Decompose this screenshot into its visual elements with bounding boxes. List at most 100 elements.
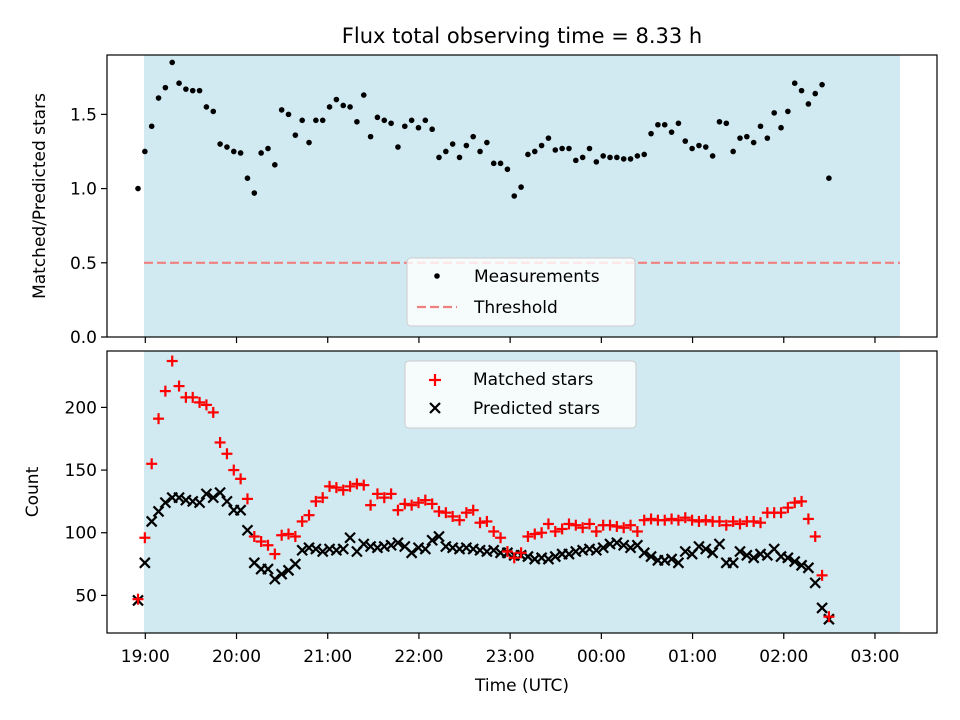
xtick-label: 01:00 bbox=[668, 647, 717, 667]
legend-matched-label: Matched stars bbox=[473, 370, 593, 390]
xtick-label: 21:00 bbox=[303, 647, 352, 667]
matched-point bbox=[775, 507, 787, 519]
measurement-point bbox=[347, 104, 353, 110]
matched-point bbox=[228, 464, 240, 476]
matched-point bbox=[570, 519, 582, 531]
matched-point bbox=[536, 527, 548, 539]
matched-point bbox=[495, 532, 507, 544]
measurement-point bbox=[415, 124, 422, 131]
measurement-point bbox=[306, 139, 312, 146]
measurement-point bbox=[463, 142, 470, 149]
matched-point bbox=[481, 515, 493, 527]
measurement-point bbox=[552, 147, 559, 153]
measurement-point bbox=[566, 145, 572, 152]
measurement-point bbox=[436, 154, 442, 161]
measurement-point bbox=[826, 175, 832, 181]
measurement-point bbox=[408, 117, 415, 124]
matched-point bbox=[700, 514, 712, 526]
bottom-y-axis-label: Count bbox=[23, 466, 43, 517]
predicted-point bbox=[802, 562, 815, 574]
xtick-label: 03:00 bbox=[850, 647, 899, 667]
matched-point bbox=[358, 479, 370, 491]
matched-point bbox=[385, 488, 397, 500]
measurement-point bbox=[388, 120, 394, 127]
matched-point bbox=[399, 498, 411, 510]
x-axis-label: Time (UTC) bbox=[474, 676, 569, 696]
matched-point bbox=[563, 518, 575, 530]
matched-point bbox=[611, 520, 623, 532]
xtick-label: 23:00 bbox=[486, 647, 535, 667]
predicted-point bbox=[693, 540, 705, 553]
measurement-point bbox=[593, 159, 600, 165]
matched-point bbox=[522, 530, 534, 542]
matched-point bbox=[467, 504, 479, 516]
measurement-point bbox=[689, 145, 695, 152]
matched-point bbox=[515, 547, 527, 559]
matched-point bbox=[618, 522, 630, 534]
bottom-legend-box bbox=[404, 360, 637, 429]
matched-point bbox=[365, 499, 377, 511]
matched-point bbox=[139, 532, 151, 544]
measurement-point bbox=[716, 118, 723, 125]
matched-point bbox=[625, 519, 637, 531]
measurement-point bbox=[395, 144, 401, 150]
top-axes-frame bbox=[106, 54, 938, 338]
matched-point bbox=[166, 355, 178, 367]
matched-point bbox=[796, 495, 808, 507]
predicted-point bbox=[795, 559, 808, 572]
legend-predicted-label: Predicted stars bbox=[473, 399, 600, 419]
matched-point bbox=[255, 536, 267, 548]
predicted-point bbox=[275, 568, 288, 580]
measurement-point bbox=[484, 139, 490, 146]
measurement-point bbox=[203, 104, 210, 110]
bottom-axes-frame bbox=[106, 350, 938, 634]
measurement-point bbox=[531, 148, 538, 155]
matched-point bbox=[173, 380, 185, 392]
predicted-point bbox=[152, 505, 165, 518]
measurement-point bbox=[319, 117, 326, 124]
measurement-point bbox=[607, 154, 613, 161]
matched-point bbox=[235, 473, 247, 485]
matched-point bbox=[426, 498, 438, 510]
matched-point bbox=[529, 528, 541, 540]
predicted-point bbox=[542, 553, 555, 565]
measurement-point bbox=[155, 95, 162, 101]
predicted-point bbox=[207, 491, 220, 504]
predicted-point bbox=[679, 545, 692, 558]
matched-point bbox=[344, 480, 356, 492]
matched-point bbox=[159, 385, 171, 397]
predicted-point bbox=[221, 495, 233, 508]
matched-point bbox=[303, 509, 315, 521]
matched-point bbox=[782, 502, 794, 514]
predicted-point bbox=[672, 557, 685, 569]
matched-point bbox=[371, 488, 383, 500]
measurement-point bbox=[545, 135, 552, 141]
measurement-point bbox=[381, 117, 388, 124]
matched-point bbox=[433, 505, 445, 517]
matched-point bbox=[454, 514, 466, 526]
measurement-point bbox=[497, 160, 504, 167]
matched-point bbox=[337, 484, 349, 496]
matched-point bbox=[604, 519, 616, 531]
xtick-label: 02:00 bbox=[759, 647, 808, 667]
matched-point bbox=[351, 478, 363, 490]
top-legend-box bbox=[406, 257, 636, 327]
matched-point bbox=[447, 510, 459, 522]
measurement-point bbox=[340, 102, 347, 109]
matched-point bbox=[713, 515, 725, 527]
matched-point bbox=[823, 611, 835, 623]
measurement-point bbox=[661, 121, 668, 128]
measurement-point bbox=[805, 101, 812, 107]
matched-point bbox=[542, 518, 554, 530]
top-ytick-label: 0.5 bbox=[70, 254, 97, 274]
predicted-point bbox=[645, 550, 657, 563]
measurement-point bbox=[600, 153, 606, 159]
measurement-point bbox=[422, 117, 429, 124]
measurement-point bbox=[217, 141, 223, 147]
xtick-label: 00:00 bbox=[577, 647, 626, 667]
measurement-point bbox=[771, 110, 777, 116]
measurement-point bbox=[367, 133, 374, 140]
measurement-point bbox=[620, 156, 627, 162]
matched-point bbox=[248, 530, 260, 542]
matched-point bbox=[289, 530, 301, 542]
